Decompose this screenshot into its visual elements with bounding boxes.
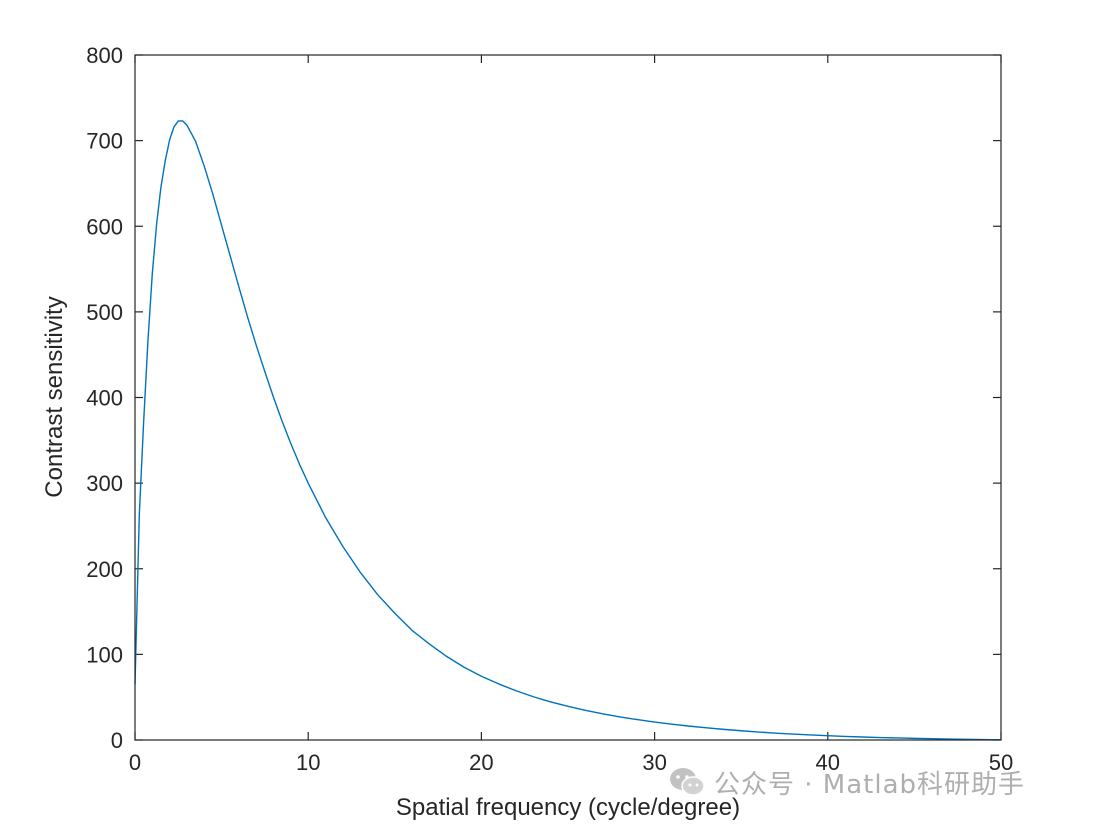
x-tick-label: 40 — [816, 750, 840, 775]
y-tick-label: 500 — [86, 300, 123, 325]
series-layer — [134, 120, 1002, 741]
watermark-text: 公众号 · Matlab科研助手 — [714, 769, 1026, 800]
y-tick-label: 200 — [86, 557, 123, 582]
y-tick-label: 400 — [86, 386, 123, 411]
x-tick-label: 30 — [642, 750, 666, 775]
x-axis-title: Spatial frequency (cycle/degree) — [396, 794, 740, 821]
y-tick-label: 800 — [86, 43, 123, 68]
watermark: 公众号 · Matlab科研助手 — [668, 762, 1025, 802]
x-tick-label: 0 — [129, 750, 141, 775]
plot-area — [135, 55, 1001, 740]
wechat-icon — [670, 768, 705, 796]
axes-box — [134, 54, 1002, 741]
x-tick-label: 20 — [469, 750, 493, 775]
x-tick-label: 50 — [989, 750, 1013, 775]
y-tick-label: 300 — [86, 471, 123, 496]
y-tick-label: 600 — [86, 214, 123, 239]
y-tick-label: 0 — [111, 728, 123, 753]
y-axis-title: Contrast sensitivity — [41, 296, 68, 497]
y-tick-label: 100 — [86, 642, 123, 667]
x-tick-label: 10 — [296, 750, 320, 775]
series-line — [134, 120, 1002, 741]
y-tick-label: 700 — [86, 129, 123, 154]
